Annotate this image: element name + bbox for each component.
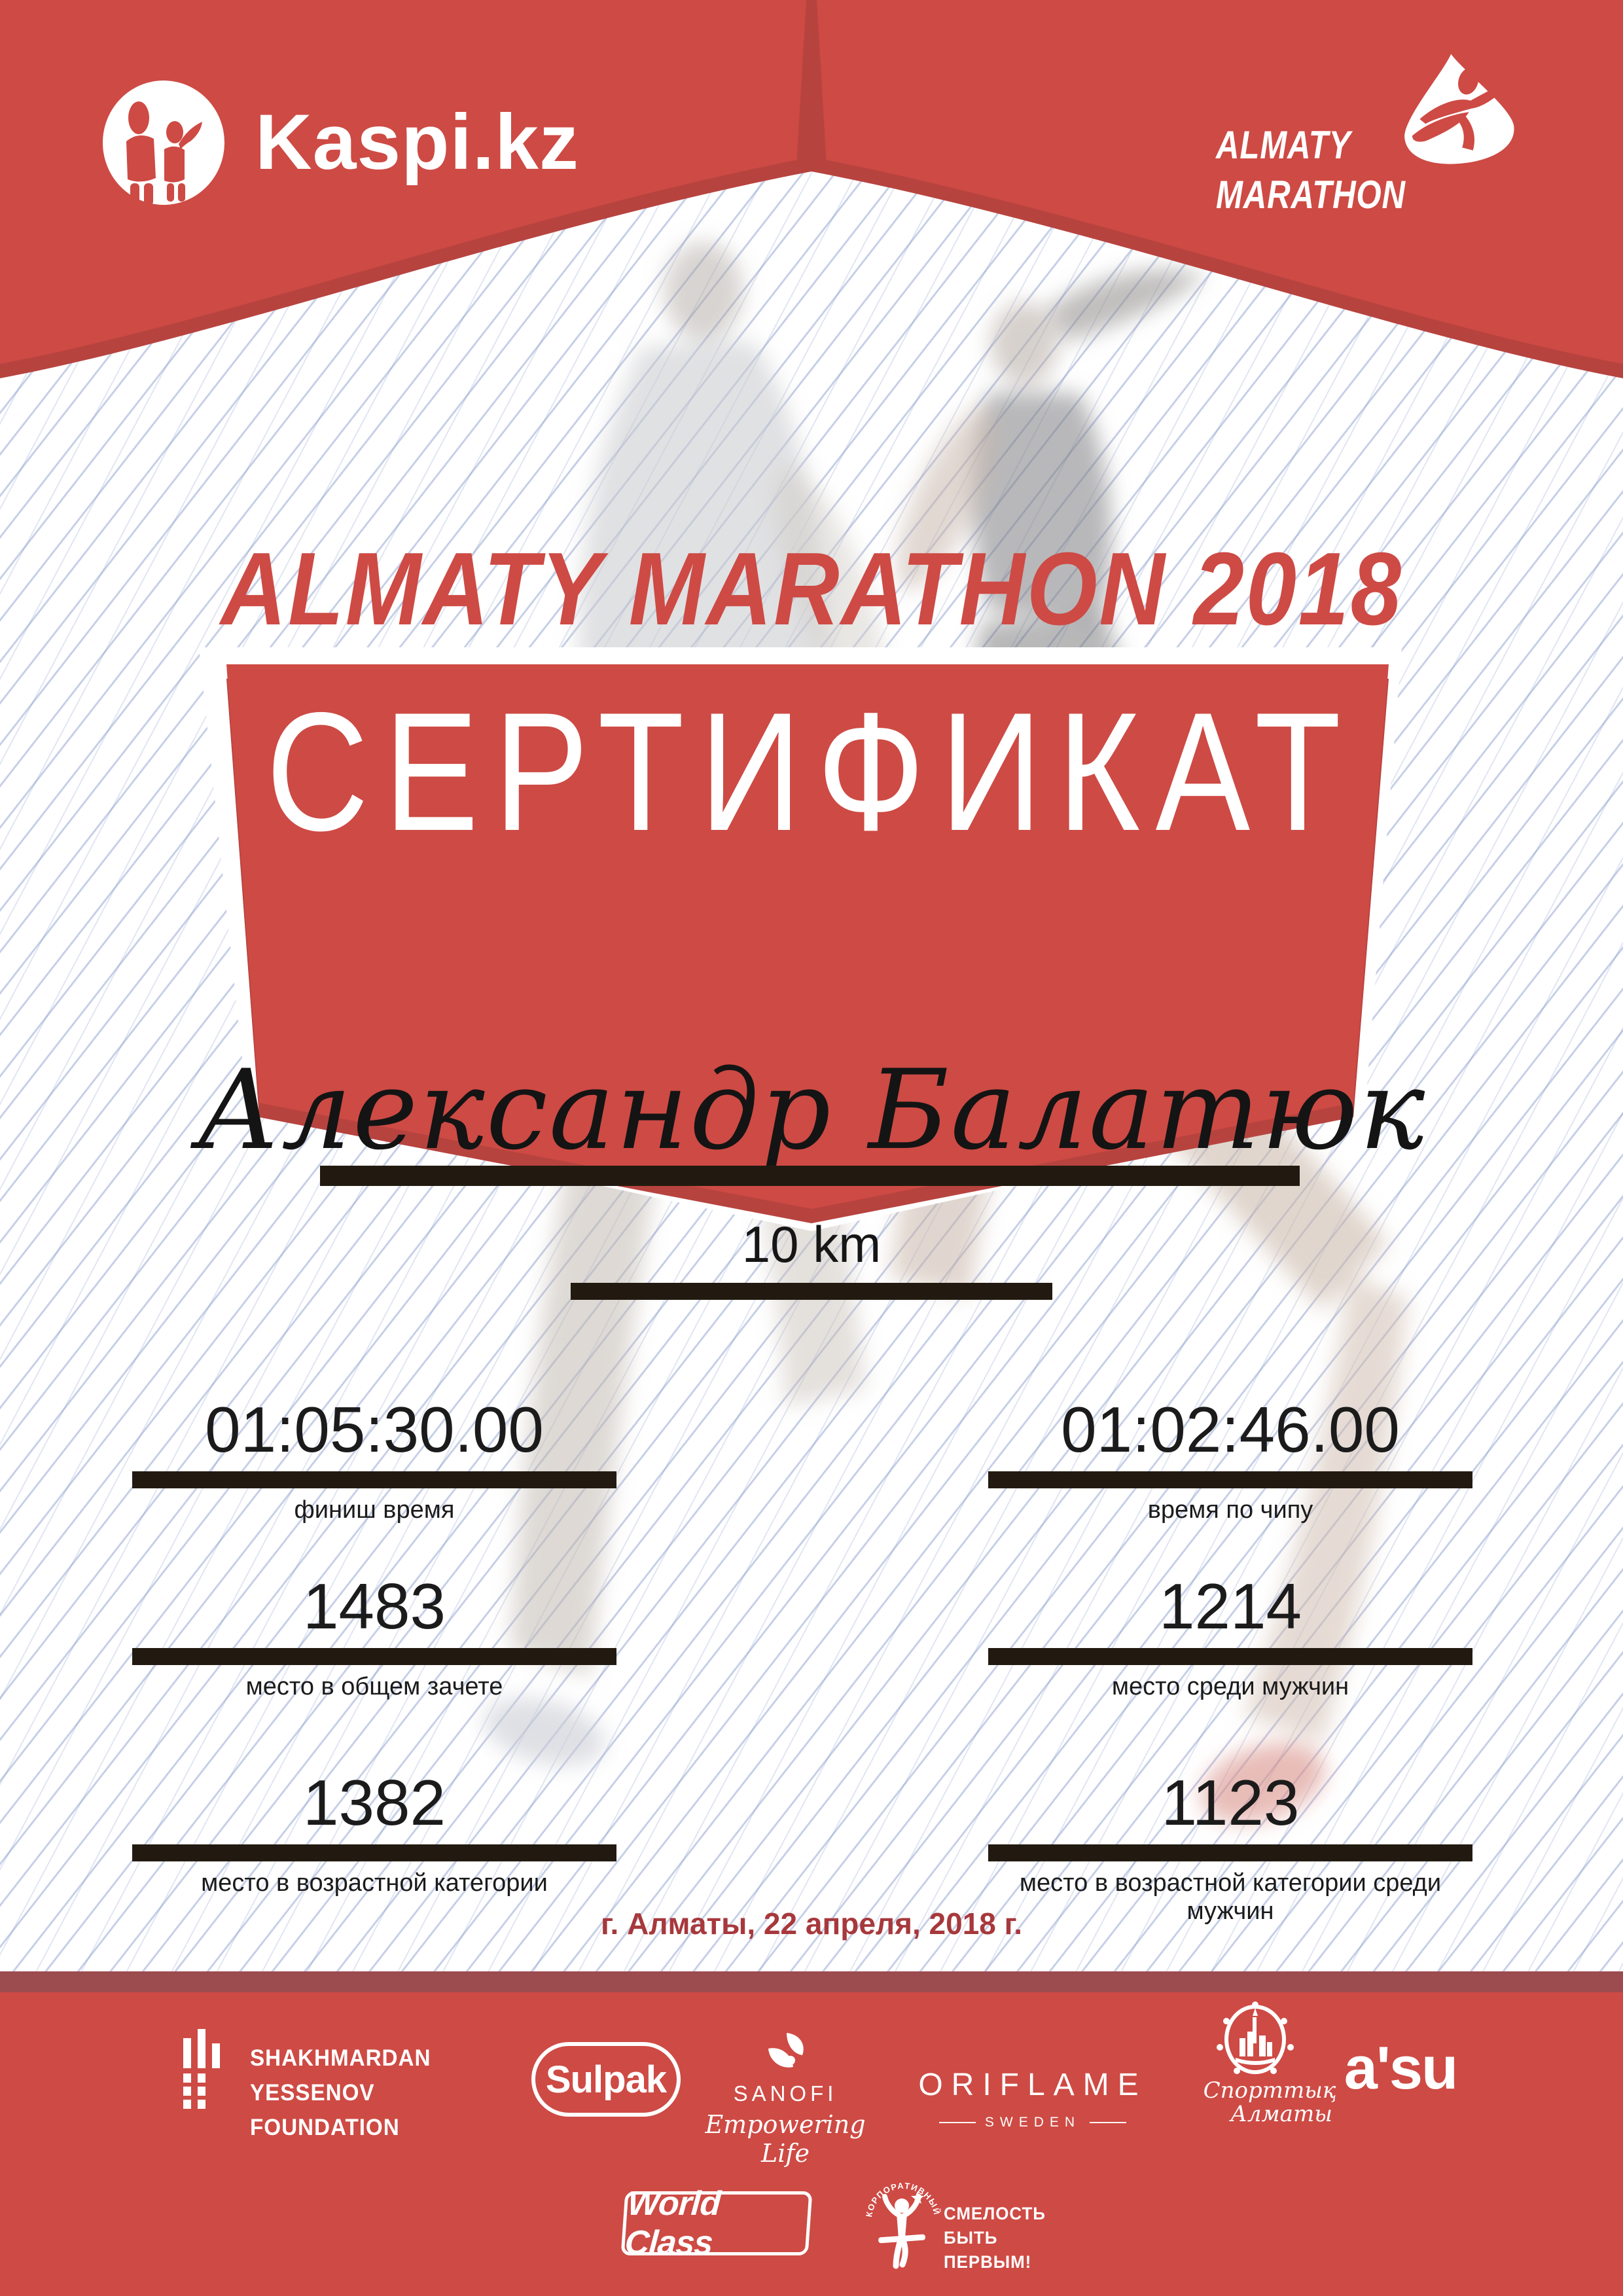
stat-label: место в общем зачете [245, 1673, 503, 1700]
stat-gender-place: 1214 место среди мужчин [988, 1570, 1472, 1733]
sanofi-logo: SANOFI Empowering Life [687, 2034, 883, 2168]
marathon-logo-line2: MARATHON [1216, 173, 1406, 217]
marathon-logo-runner-icon [1404, 54, 1514, 164]
sport-almaty-line1: Спорттық [1203, 2077, 1336, 2104]
distance-row: 10 km [0, 1215, 1623, 1274]
oriflame-rule-right [1090, 2122, 1127, 2123]
sanofi-bird-icon [768, 2033, 804, 2068]
stat-underline [132, 1844, 616, 1861]
marathon-logo-line1: ALMATY [1216, 123, 1351, 167]
oriflame-logo: ORIFLAME SWEDEN [916, 2067, 1149, 2130]
stat-underline [988, 1844, 1472, 1861]
stat-value: 01:02:46.00 [1061, 1393, 1400, 1465]
stat-underline [132, 1648, 616, 1665]
event-title: ALMATY MARATHON 2018 [220, 531, 1403, 647]
fund-slogan-line2: БЫТЬ [944, 2228, 998, 2248]
oriflame-rule-left [938, 2122, 976, 2123]
marathon-logo-wordmark: ALMATY MARATHON [1216, 120, 1491, 220]
stat-label: место в возрастной категории среди мужчи… [1019, 1869, 1442, 1925]
stat-underline [132, 1471, 616, 1488]
oriflame-subtitle: SWEDEN [984, 2115, 1081, 2130]
stat-value: 1382 [302, 1767, 446, 1839]
fund-slogan-line1: СМЕЛОСТЬ [944, 2204, 1046, 2223]
corporate-fund-icon: КОРПОРАТИВНЫЙ ФОНД [865, 2170, 941, 2269]
stat-value: 01:05:30.00 [205, 1393, 544, 1465]
stat-value: 1483 [302, 1570, 446, 1642]
stat-overall-place: 1483 место в общем зачете [132, 1570, 616, 1733]
date-line: г. Алматы, 22 апреля, 2018 г. [601, 1907, 1022, 1941]
asu-logo: a'su [1344, 2035, 1458, 2102]
corporate-fund-slogan: СМЕЛОСТЬ БЫТЬ ПЕРВЫМ! [944, 2202, 1082, 2274]
world-class-wordmark: World Class [623, 2185, 722, 2262]
kaspi-wordmark: Kaspi.kz [255, 98, 579, 186]
yessenov-foundation-wordmark: SHAKHMARDAN YESSENOV FOUNDATION [250, 2041, 474, 2145]
stat-underline [988, 1471, 1472, 1488]
banner-center-spike [796, 0, 827, 169]
sanofi-tagline: Empowering Life [705, 2110, 866, 2168]
distance-value: 10 km [741, 1215, 882, 1273]
stat-label: место в возрастной категории [201, 1869, 548, 1897]
stat-age-category-gender-place: 1123 место в возрастной категории среди … [988, 1766, 1472, 1929]
yessenov-line2: FOUNDATION [250, 2115, 400, 2140]
sport-almaty-wordmark: Спорттық Алматы [1191, 2079, 1348, 2126]
world-class-logo: World Class [620, 2185, 813, 2262]
footer-background [0, 1992, 1623, 2296]
name-underline [320, 1166, 1300, 1186]
sport-almaty-line2: Алматы [1230, 2101, 1332, 2127]
participant-name: Александр Балатюк [196, 1046, 1427, 1174]
stat-label: время по чипу [1147, 1496, 1313, 1524]
distance-underline [571, 1283, 1052, 1300]
header-banner [0, 0, 1623, 378]
kaspi-logo-icon [103, 81, 224, 206]
stat-underline [988, 1648, 1472, 1665]
stat-value: 1214 [1158, 1570, 1302, 1642]
sulpak-wordmark: Sulpak [545, 2058, 667, 2101]
sanofi-wordmark: SANOFI [733, 2081, 838, 2106]
banner-main [0, 0, 1623, 364]
yessenov-line1: SHAKHMARDAN YESSENOV [250, 2045, 431, 2106]
stat-chip-time: 01:02:46.00 время по чипу [988, 1393, 1472, 1556]
yessenov-foundation-icon [183, 2029, 220, 2109]
doc-type-row: СЕРТИФИКАТ [0, 674, 1623, 869]
certificate-shield [199, 647, 1402, 1231]
sulpak-logo: Sulpak [531, 2042, 681, 2117]
participant-name-row: Александр Балатюк [0, 1046, 1623, 1174]
footer-divider-strip [0, 1971, 1623, 1992]
sport-almaty-emblem-icon [1217, 2001, 1294, 2074]
stat-age-category-place: 1382 место в возрастной категории [132, 1766, 616, 1929]
event-title-row: ALMATY MARATHON 2018 [0, 530, 1623, 649]
stat-label: место среди мужчин [1111, 1673, 1349, 1700]
stat-finish-time: 01:05:30.00 финиш время [132, 1393, 616, 1556]
oriflame-subtitle-row: SWEDEN [916, 2115, 1149, 2130]
fund-slogan-line3: ПЕРВЫМ! [944, 2252, 1032, 2272]
stat-label: финиш время [294, 1496, 455, 1524]
date-row: г. Алматы, 22 апреля, 2018 г. [0, 1906, 1623, 1941]
doc-type-label: СЕРТИФИКАТ [266, 677, 1357, 866]
oriflame-wordmark: ORIFLAME [918, 2068, 1147, 2102]
stat-value: 1123 [1161, 1767, 1300, 1839]
